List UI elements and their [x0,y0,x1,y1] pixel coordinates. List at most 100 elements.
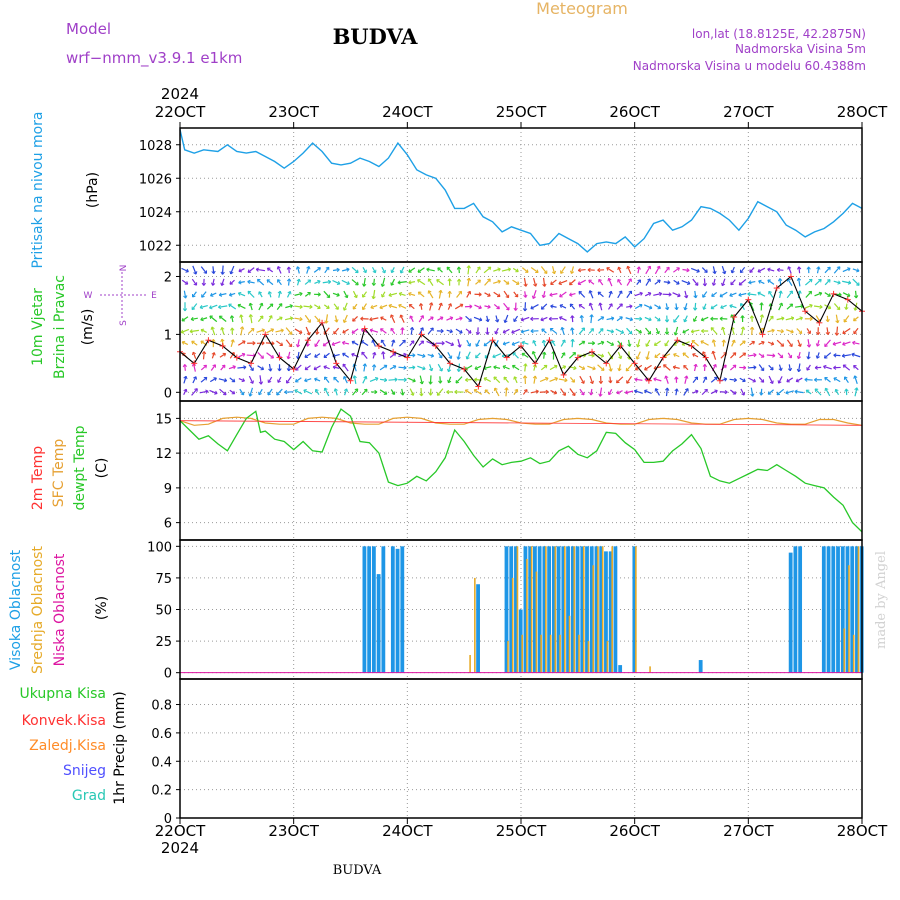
wind-vector-head [526,269,529,273]
wind-vector [484,305,491,308]
wind-vector-head [554,390,558,394]
wind-vector [486,315,489,322]
wind-vector-head [789,290,793,293]
wind-vector [530,390,539,394]
high-cloud-bar [556,546,561,673]
wind-vector [192,265,197,275]
wind-vector [239,388,245,396]
wind-vector [681,280,691,285]
top-time-label: 22OCT [155,103,206,121]
wind-vector-head [347,281,350,285]
wind-vector [437,267,443,273]
legend-conv: Konvek.Kisa [22,713,106,729]
wind-vector [372,352,376,359]
wind-vector-head [363,283,367,287]
wind-vector-head [239,314,242,318]
wind-vector-head [446,391,450,395]
wind-vector [787,352,792,359]
wind-vector [786,377,794,383]
wind-vector-head [237,304,240,308]
wind-vector-head [248,302,251,307]
wind-vector [701,267,708,273]
wind-vector-head [360,318,364,321]
wind-vector-head [469,304,473,307]
wind-vector-head [682,352,685,357]
wind-vector-head [238,282,242,285]
wind-vector-head [767,268,770,272]
wind-vector-head [183,388,187,392]
wind-vector [229,292,236,296]
wind-vector [332,292,340,297]
wind-vector [569,377,575,383]
mid-cloud-bar [611,546,613,673]
wind-vector-head [371,339,374,343]
wind-vector [646,351,650,360]
wind-vector-head [684,375,688,379]
wind-vector [644,316,652,321]
high-cloud-bar [836,546,840,673]
wind-vector-head [479,305,482,309]
wind-vector-head [507,281,510,285]
wind-vector-head [430,392,433,396]
wind-vector [304,314,311,323]
wind-vector [597,353,604,357]
wind-vector [417,365,426,370]
wind-vector [268,291,272,298]
wind-vector-head [192,295,196,298]
wind-vector [597,364,605,371]
wind-vector-head [772,380,774,384]
mid-cloud-bar [592,565,595,673]
wind-vector [218,378,227,382]
wind-vector [608,363,612,372]
wind-vector-head [564,378,568,381]
wind-vector [267,388,273,396]
wind-vector [634,292,643,297]
wind-vector [617,340,623,346]
wind-vector-head [674,332,678,336]
wind-vector-head [682,344,686,346]
pressure-ytick-label: 1024 [139,206,172,221]
cloud-ytick-label: 50 [155,604,172,619]
wind-vector-head [247,281,251,285]
wind-vector [731,327,735,335]
wind-vector [457,351,461,360]
wind-vector-head [824,345,828,348]
wind-vector-head [848,280,852,284]
wind-vector [757,292,766,297]
wind-vector [286,291,291,298]
wind-vector [580,315,583,323]
wind-vector-head [817,332,821,336]
wind-vector [608,389,613,395]
mid-cloud-bar [540,634,542,673]
wind-vector [266,279,274,286]
wind-vector-head [677,281,680,285]
wind-vector-head [608,392,612,396]
wind-vector [467,278,470,287]
wind-vector [285,305,293,309]
wind-vector [767,268,775,272]
wind-vector [229,279,235,285]
wind-vector [417,267,425,273]
wind-panel: 0 1 2 [164,261,865,402]
mid-cloud-bar [559,634,561,673]
mid-cloud-bar [606,641,609,673]
wind-vector [192,291,197,298]
wind-vector [503,376,510,383]
precip-ytick-label: 0.2 [151,784,172,799]
wind-vector-head [712,363,717,367]
wind-vector-head [487,331,490,335]
high-cloud-bar [523,546,528,673]
wind-vector-head [806,266,810,270]
wind-vector-head [673,320,677,323]
wind-vector-head [403,377,407,381]
wind-vector [484,292,491,297]
wind-vector [221,278,225,286]
wind-vector [721,278,726,286]
wind-vector [766,354,776,357]
wind-vector-head [325,266,329,269]
wind-vector-head [740,271,744,274]
high-cloud-bar [400,546,405,673]
wind-vector-head [267,291,270,295]
wind-vector [352,290,358,298]
wind-vector [315,388,320,396]
